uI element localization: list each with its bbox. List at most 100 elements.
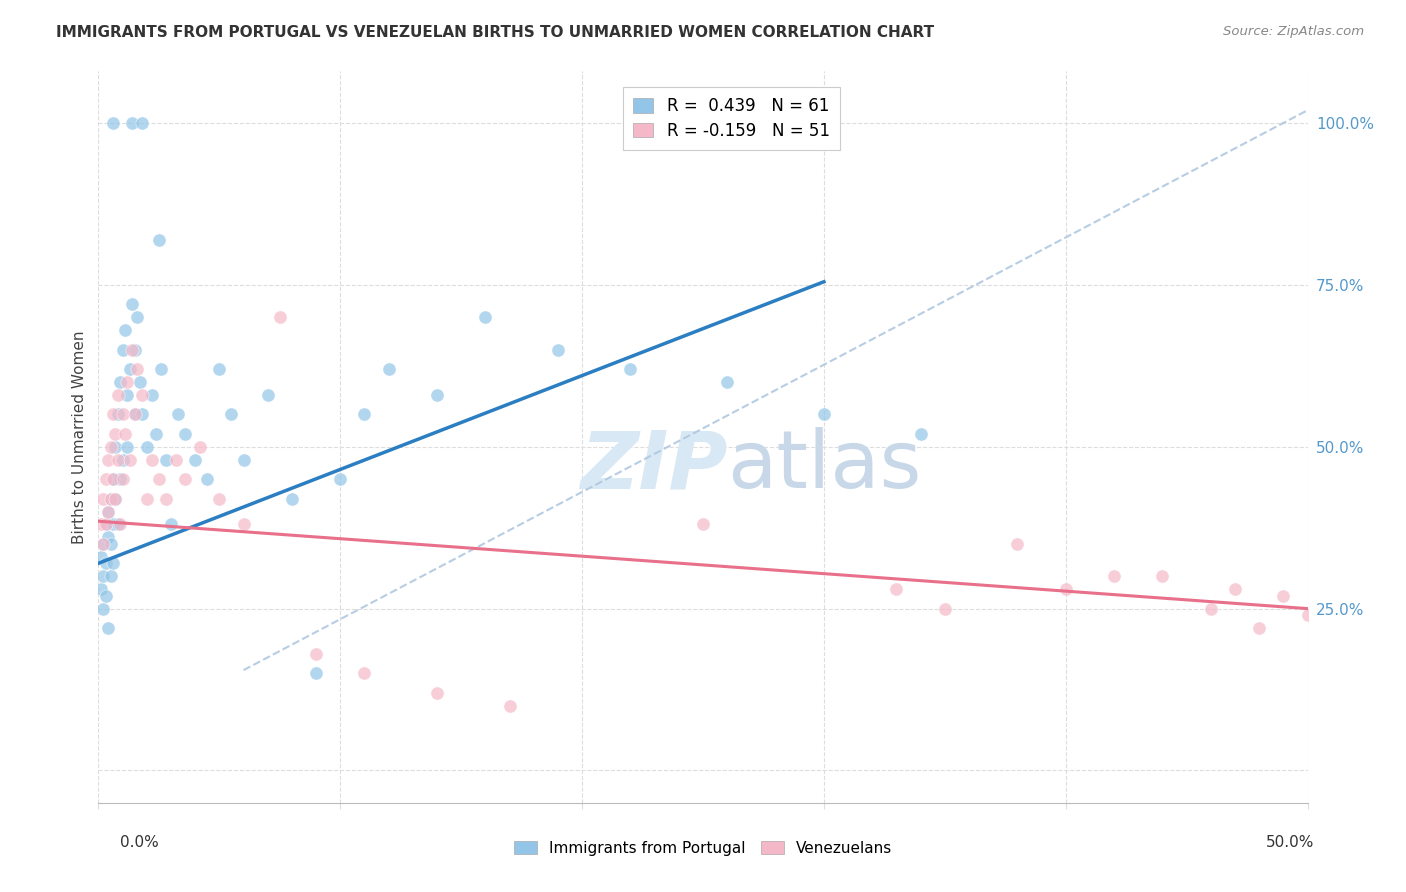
Point xyxy=(160,517,183,532)
Point xyxy=(127,362,149,376)
Point xyxy=(353,666,375,681)
Point xyxy=(269,310,291,325)
Point xyxy=(100,491,122,506)
Point xyxy=(910,426,932,441)
Point xyxy=(174,472,197,486)
Point xyxy=(91,491,114,506)
Point xyxy=(716,375,738,389)
Text: atlas: atlas xyxy=(727,427,921,506)
Point xyxy=(127,310,149,325)
Point xyxy=(107,452,129,467)
Point xyxy=(886,582,908,597)
Point xyxy=(1007,537,1029,551)
Point xyxy=(108,472,131,486)
Point xyxy=(692,517,714,532)
Point xyxy=(208,362,231,376)
Point xyxy=(117,375,139,389)
Point xyxy=(97,504,120,518)
Point xyxy=(114,323,136,337)
Point xyxy=(101,517,124,532)
Point xyxy=(104,491,127,506)
Point xyxy=(90,582,112,597)
Point xyxy=(91,601,114,615)
Point xyxy=(1272,589,1295,603)
Point xyxy=(118,452,141,467)
Point xyxy=(155,452,177,467)
Point xyxy=(111,408,134,422)
Point xyxy=(107,408,129,422)
Point xyxy=(111,343,134,357)
Legend: R =  0.439   N = 61, R = -0.159   N = 51: R = 0.439 N = 61, R = -0.159 N = 51 xyxy=(623,87,839,150)
Point xyxy=(305,666,328,681)
Point xyxy=(1199,601,1222,615)
Legend: Immigrants from Portugal, Venezuelans: Immigrants from Portugal, Venezuelans xyxy=(508,835,898,862)
Point xyxy=(426,686,449,700)
Point xyxy=(100,537,122,551)
Point xyxy=(117,440,139,454)
Point xyxy=(94,472,117,486)
Point xyxy=(281,491,304,506)
Point xyxy=(101,472,124,486)
Point xyxy=(94,557,117,571)
Text: ZIP: ZIP xyxy=(579,427,727,506)
Point xyxy=(1152,569,1174,583)
Point xyxy=(91,569,114,583)
Point xyxy=(108,375,131,389)
Text: 0.0%: 0.0% xyxy=(120,836,159,850)
Point xyxy=(131,388,153,402)
Point xyxy=(121,297,143,311)
Point xyxy=(131,116,153,130)
Point xyxy=(101,557,124,571)
Point xyxy=(100,569,122,583)
Point xyxy=(107,517,129,532)
Point xyxy=(150,362,173,376)
Point xyxy=(111,452,134,467)
Point xyxy=(128,375,150,389)
Point xyxy=(131,408,153,422)
Point xyxy=(90,549,112,564)
Point xyxy=(111,472,134,486)
Point xyxy=(195,472,218,486)
Point xyxy=(124,408,146,422)
Point xyxy=(426,388,449,402)
Point xyxy=(124,343,146,357)
Point xyxy=(97,452,120,467)
Point xyxy=(104,426,127,441)
Point xyxy=(165,452,187,467)
Point xyxy=(148,233,170,247)
Point xyxy=(118,362,141,376)
Point xyxy=(121,116,143,130)
Point xyxy=(498,698,520,713)
Point xyxy=(232,452,254,467)
Point xyxy=(1296,608,1319,623)
Text: 50.0%: 50.0% xyxy=(1267,836,1315,850)
Text: IMMIGRANTS FROM PORTUGAL VS VENEZUELAN BIRTHS TO UNMARRIED WOMEN CORRELATION CHA: IMMIGRANTS FROM PORTUGAL VS VENEZUELAN B… xyxy=(56,25,935,40)
Point xyxy=(188,440,211,454)
Point xyxy=(547,343,569,357)
Point xyxy=(100,491,122,506)
Point xyxy=(474,310,496,325)
Point xyxy=(97,530,120,544)
Point xyxy=(100,440,122,454)
Point xyxy=(377,362,399,376)
Point xyxy=(101,408,124,422)
Point xyxy=(145,426,167,441)
Point xyxy=(101,116,124,130)
Point xyxy=(97,504,120,518)
Point xyxy=(155,491,177,506)
Point xyxy=(121,343,143,357)
Point xyxy=(619,362,641,376)
Point xyxy=(174,426,197,441)
Point xyxy=(124,408,146,422)
Point xyxy=(135,440,157,454)
Point xyxy=(813,408,835,422)
Point xyxy=(305,647,328,661)
Point xyxy=(94,517,117,532)
Point xyxy=(148,472,170,486)
Point xyxy=(135,491,157,506)
Point xyxy=(141,452,163,467)
Point xyxy=(208,491,231,506)
Point xyxy=(94,589,117,603)
Point xyxy=(141,388,163,402)
Point xyxy=(90,517,112,532)
